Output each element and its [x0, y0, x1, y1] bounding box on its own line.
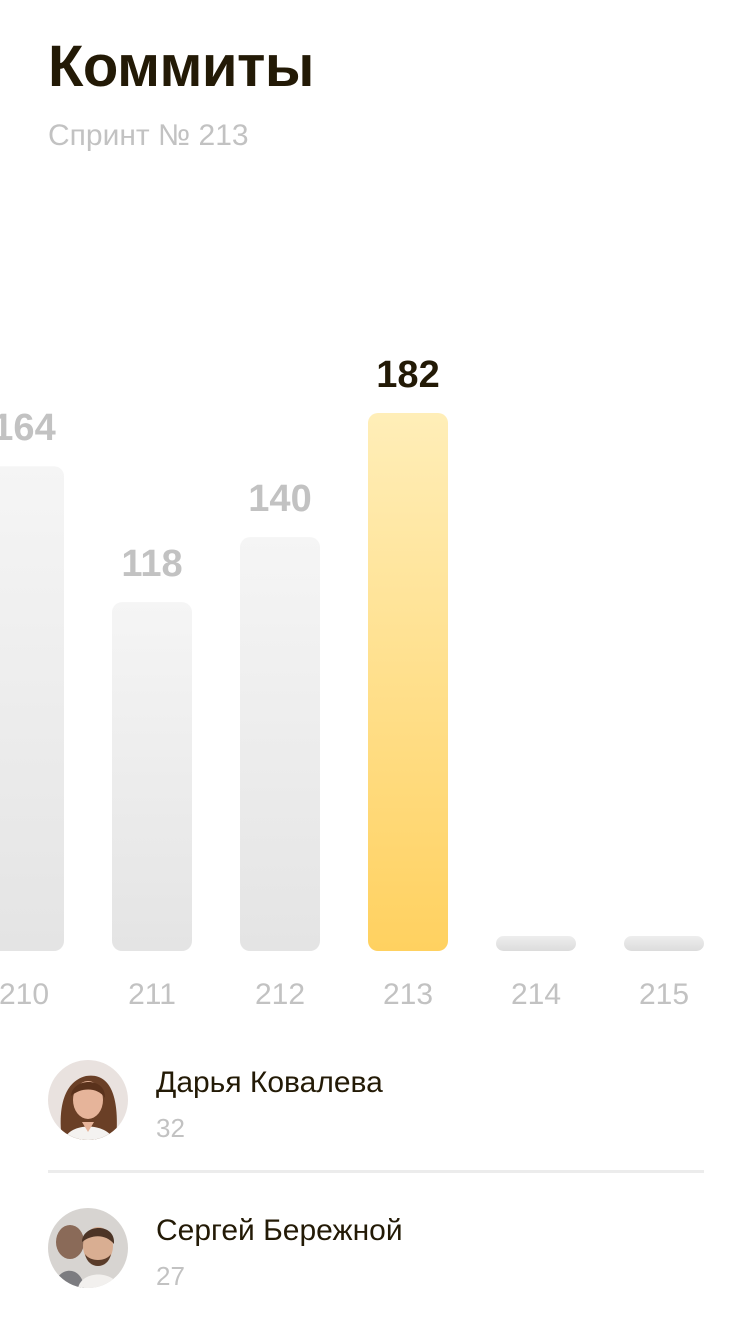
leader-row-1[interactable]: Дарья Ковалева 32 [48, 1040, 704, 1172]
leader-row-2[interactable]: Сергей Бережной 27 [48, 1188, 704, 1320]
leader-name: Дарья Ковалева [156, 1066, 383, 1099]
leader-commit-count: 32 [156, 1113, 185, 1143]
leader-commit-count: 27 [156, 1261, 185, 1291]
value-label-213: 182 [376, 354, 439, 396]
x-tick-label-210: 210 [0, 978, 49, 1011]
leader-name: Сергей Бережной [156, 1214, 403, 1247]
x-tick-label-215: 215 [639, 978, 689, 1011]
page-title: Коммиты [48, 34, 314, 99]
bar-214[interactable] [496, 936, 576, 951]
bar-215[interactable] [624, 936, 704, 951]
sprint-subtitle: Спринт № 213 [48, 119, 249, 152]
value-label-211: 118 [121, 543, 182, 585]
x-tick-label-214: 214 [511, 978, 561, 1011]
value-label-210: 164 [0, 407, 56, 449]
x-tick-label-212: 212 [255, 978, 305, 1011]
x-tick-label-213: 213 [383, 978, 433, 1011]
value-label-212: 140 [248, 478, 311, 520]
avatar [48, 1208, 128, 1288]
bar-213[interactable] [368, 413, 448, 951]
bar-211[interactable] [112, 602, 192, 951]
avatar [48, 1060, 128, 1140]
bar-212[interactable] [240, 537, 320, 951]
divider [48, 1170, 704, 1173]
x-tick-label-211: 211 [128, 978, 176, 1011]
bar-210[interactable] [0, 466, 64, 951]
